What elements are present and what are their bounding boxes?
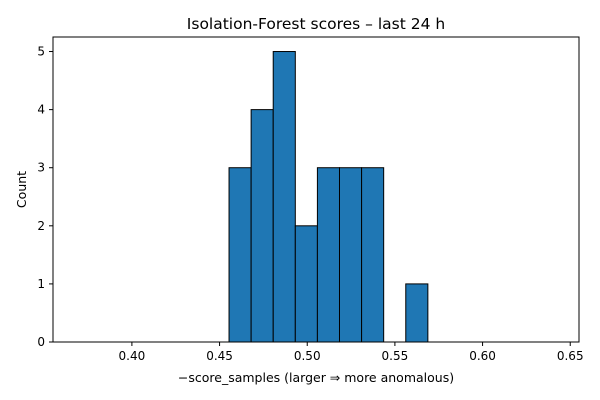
histogram-bar — [250, 109, 274, 343]
y-axis-label: Count — [14, 171, 29, 208]
x-tick-label: 0.55 — [382, 349, 409, 363]
y-axis-ticks: 0 1 2 3 4 5 — [37, 45, 53, 349]
histogram-bar — [316, 167, 340, 343]
x-axis-ticks: 0.40 0.45 0.50 0.55 0.60 0.65 — [119, 342, 584, 363]
x-tick-label: 0.50 — [294, 349, 321, 363]
plot-frame — [52, 36, 580, 343]
x-tick-label: 0.45 — [206, 349, 233, 363]
x-tick-label: 0.65 — [557, 349, 584, 363]
y-tick-label: 0 — [37, 335, 45, 349]
y-tick-label: 1 — [37, 277, 45, 291]
x-axis-label: −score_samples (larger ⇒ more anomalous) — [178, 370, 454, 385]
histogram-bar — [228, 167, 252, 343]
y-tick-label: 2 — [37, 219, 45, 233]
histogram-bar — [294, 225, 318, 343]
x-tick-label: 0.40 — [119, 349, 146, 363]
histogram-bars — [228, 51, 429, 343]
y-tick-label: 5 — [37, 45, 45, 59]
histogram-bar — [361, 167, 385, 343]
y-tick-label: 4 — [37, 103, 45, 117]
histogram-bar — [272, 51, 296, 343]
y-tick-label: 3 — [37, 161, 45, 175]
chart-title: Isolation-Forest scores – last 24 h — [187, 15, 445, 33]
x-tick-label: 0.60 — [469, 349, 496, 363]
histogram-bar — [338, 167, 363, 343]
histogram-bar — [405, 283, 429, 343]
